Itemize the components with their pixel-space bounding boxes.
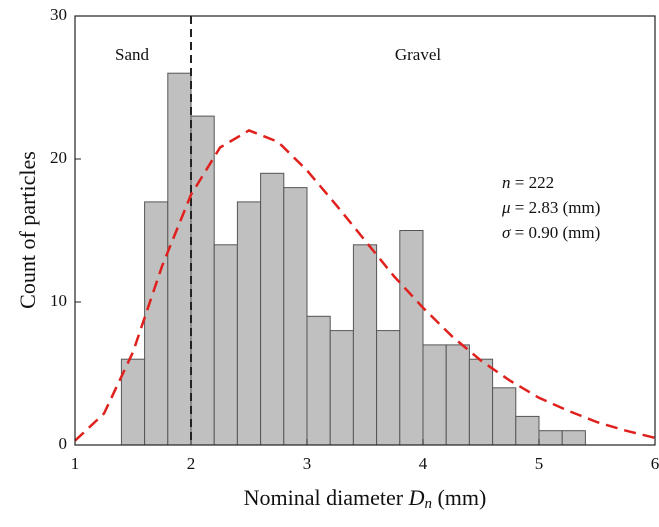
y-tick-label: 30 [50, 5, 67, 24]
bar [260, 172, 285, 446]
x-axis-label: Nominal diameter Dn (mm) [244, 485, 487, 515]
bar [422, 344, 447, 446]
stat-line: n = 222 [502, 173, 554, 192]
x-tick-label: 4 [419, 454, 428, 473]
x-tick-label: 5 [535, 454, 544, 473]
bar [329, 330, 354, 446]
x-label-text: Nominal diameter [244, 485, 404, 510]
x-tick-label: 6 [651, 454, 659, 473]
bar [468, 358, 494, 446]
bar [283, 187, 308, 446]
annotation: Gravel [395, 45, 442, 64]
stat-text: = 2.83 (mm) [515, 198, 601, 217]
stat-symbol: σ [502, 223, 511, 242]
y-tick-label: 20 [50, 148, 67, 167]
bar [538, 430, 563, 446]
x-tick-label: 3 [303, 454, 312, 473]
x-tick-label: 2 [187, 454, 196, 473]
x-label-subscript: n [424, 496, 432, 512]
y-axis-label: Count of particles [15, 151, 40, 309]
bar [445, 344, 470, 446]
stat-line: σ = 0.90 (mm) [502, 223, 600, 242]
bar [236, 201, 262, 446]
stat-line: μ = 2.83 (mm) [501, 198, 600, 217]
plot-frame [74, 15, 656, 446]
x-tick-label: 1 [71, 454, 80, 473]
bar [561, 430, 586, 446]
bar [352, 244, 378, 446]
x-label-unit: (mm) [437, 485, 486, 510]
bar [190, 115, 215, 446]
x-label-symbol: D [408, 485, 425, 510]
stat-text: = 222 [515, 173, 554, 192]
bar [399, 230, 424, 446]
y-tick-label: 0 [59, 434, 68, 453]
bar [144, 201, 169, 446]
bar [167, 72, 192, 446]
stat-symbol: n [502, 173, 511, 192]
bar [492, 387, 517, 446]
fit-curve [74, 129, 656, 442]
annotation: Sand [115, 45, 150, 64]
bar [213, 244, 238, 446]
stat-symbol: μ [501, 198, 511, 217]
bar [515, 415, 540, 446]
bar [376, 330, 401, 446]
y-tick-label: 10 [50, 291, 67, 310]
bar [306, 315, 331, 446]
stat-text: = 0.90 (mm) [515, 223, 601, 242]
